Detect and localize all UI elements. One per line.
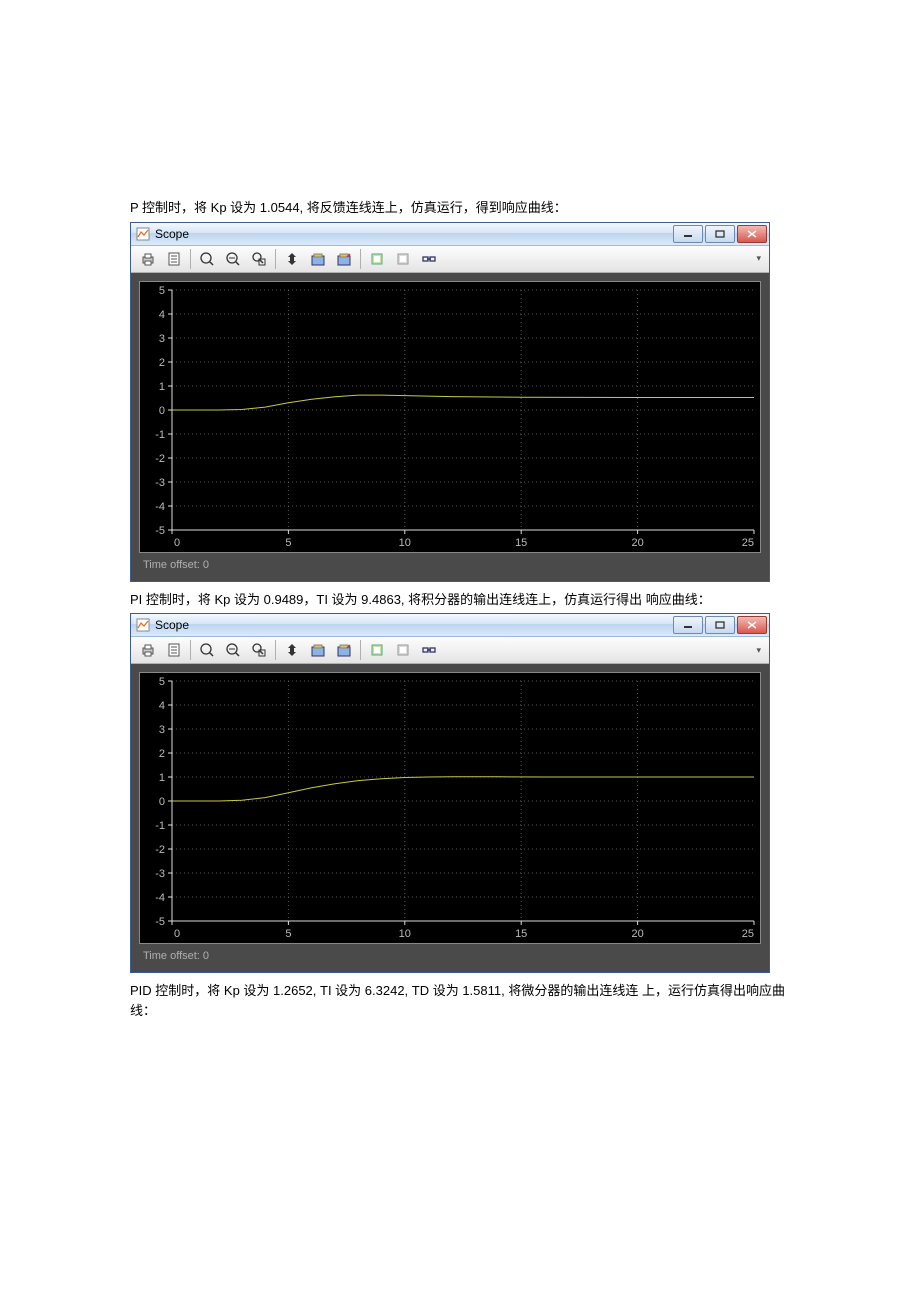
- zoom-x-icon[interactable]: [221, 638, 245, 662]
- zoom-in-icon[interactable]: [195, 638, 219, 662]
- save-axes-icon[interactable]: [306, 247, 330, 271]
- svg-text:5: 5: [285, 537, 291, 549]
- toolbar: ▾: [131, 637, 769, 664]
- svg-text:-5: -5: [155, 525, 165, 537]
- svg-text:2: 2: [159, 357, 165, 369]
- app-icon: [135, 226, 151, 242]
- chart: -5 -4 -3 -2 -1 0 1 2 3 4 5 0 5 10 15 20 25: [139, 281, 761, 553]
- toolbar-separator: [190, 640, 191, 660]
- svg-text:1: 1: [159, 772, 165, 784]
- maximize-button[interactable]: [705, 225, 735, 243]
- window-title: Scope: [155, 618, 673, 632]
- svg-text:3: 3: [159, 333, 165, 345]
- svg-text:3: 3: [159, 724, 165, 736]
- svg-text:-1: -1: [155, 429, 165, 441]
- toolbar-separator: [190, 249, 191, 269]
- caption-pi: PI 控制时，将 Kp 设为 0.9489，TI 设为 9.4863, 将积分器…: [130, 590, 790, 610]
- params-icon[interactable]: [162, 247, 186, 271]
- caption-p: P 控制时，将 Kp 设为 1.0544, 将反馈连线连上，仿真运行，得到响应曲…: [130, 198, 790, 218]
- maximize-button[interactable]: [705, 616, 735, 634]
- toolbar-separator: [275, 640, 276, 660]
- print-icon[interactable]: [136, 638, 160, 662]
- svg-text:5: 5: [159, 676, 165, 688]
- svg-text:-2: -2: [155, 453, 165, 465]
- close-button[interactable]: [737, 616, 767, 634]
- save-axes-icon[interactable]: [306, 638, 330, 662]
- scope-window-1: Scope ▾ -5 -4 -3 -2 -1 0 1 2 3 4 5 0 5 10 15 20 25 Time of…: [130, 222, 770, 582]
- svg-text:0: 0: [174, 928, 180, 940]
- svg-text:1: 1: [159, 381, 165, 393]
- plot-area: -5 -4 -3 -2 -1 0 1 2 3 4 5 0 5 10 15 20 25 Time offset: 0: [131, 664, 769, 972]
- print-icon[interactable]: [136, 247, 160, 271]
- svg-text:0: 0: [159, 796, 165, 808]
- caption-pid: PID 控制时，将 Kp 设为 1.2652, TI 设为 6.3242, TD…: [130, 981, 790, 1020]
- toolbar-separator: [360, 249, 361, 269]
- toolbar-overflow-icon[interactable]: ▾: [756, 645, 765, 656]
- chart: -5 -4 -3 -2 -1 0 1 2 3 4 5 0 5 10 15 20 25: [139, 672, 761, 944]
- zoom-box-icon[interactable]: [247, 247, 271, 271]
- scope-window-2: Scope ▾ -5 -4 -3 -2 -1 0 1 2 3 4 5 0 5 10 15 20 25 Time of…: [130, 613, 770, 973]
- toolbar: ▾: [131, 246, 769, 273]
- restore-axes-icon[interactable]: [332, 247, 356, 271]
- close-button[interactable]: [737, 225, 767, 243]
- svg-text:4: 4: [159, 700, 165, 712]
- dock-icon[interactable]: [391, 638, 415, 662]
- minimize-button[interactable]: [673, 225, 703, 243]
- float-icon[interactable]: [365, 638, 389, 662]
- svg-text:25: 25: [742, 537, 754, 549]
- zoom-x-icon[interactable]: [221, 247, 245, 271]
- svg-text:5: 5: [285, 928, 291, 940]
- link-icon[interactable]: [417, 638, 441, 662]
- float-icon[interactable]: [365, 247, 389, 271]
- svg-text:-2: -2: [155, 844, 165, 856]
- svg-text:20: 20: [631, 928, 643, 940]
- app-icon: [135, 617, 151, 633]
- svg-text:-3: -3: [155, 477, 165, 489]
- svg-text:4: 4: [159, 309, 165, 321]
- titlebar: Scope: [131, 223, 769, 246]
- svg-text:10: 10: [399, 537, 411, 549]
- svg-text:-5: -5: [155, 916, 165, 928]
- dock-icon[interactable]: [391, 247, 415, 271]
- minimize-button[interactable]: [673, 616, 703, 634]
- autoscale-icon[interactable]: [280, 638, 304, 662]
- link-icon[interactable]: [417, 247, 441, 271]
- toolbar-overflow-icon[interactable]: ▾: [756, 253, 765, 264]
- plot-area: -5 -4 -3 -2 -1 0 1 2 3 4 5 0 5 10 15 20 25 Time offset: 0: [131, 273, 769, 581]
- svg-text:-1: -1: [155, 820, 165, 832]
- svg-text:0: 0: [159, 405, 165, 417]
- toolbar-separator: [275, 249, 276, 269]
- svg-text:25: 25: [742, 928, 754, 940]
- zoom-in-icon[interactable]: [195, 247, 219, 271]
- time-offset-label: Time offset: 0: [139, 553, 761, 573]
- toolbar-separator: [360, 640, 361, 660]
- svg-text:-3: -3: [155, 868, 165, 880]
- autoscale-icon[interactable]: [280, 247, 304, 271]
- svg-text:20: 20: [631, 537, 643, 549]
- restore-axes-icon[interactable]: [332, 638, 356, 662]
- svg-text:5: 5: [159, 285, 165, 297]
- params-icon[interactable]: [162, 638, 186, 662]
- titlebar: Scope: [131, 614, 769, 637]
- svg-text:10: 10: [399, 928, 411, 940]
- svg-text:-4: -4: [155, 892, 165, 904]
- window-title: Scope: [155, 227, 673, 241]
- svg-text:-4: -4: [155, 501, 165, 513]
- svg-text:15: 15: [515, 928, 527, 940]
- svg-text:15: 15: [515, 537, 527, 549]
- zoom-box-icon[interactable]: [247, 638, 271, 662]
- time-offset-label: Time offset: 0: [139, 944, 761, 964]
- svg-text:2: 2: [159, 748, 165, 760]
- svg-text:0: 0: [174, 537, 180, 549]
